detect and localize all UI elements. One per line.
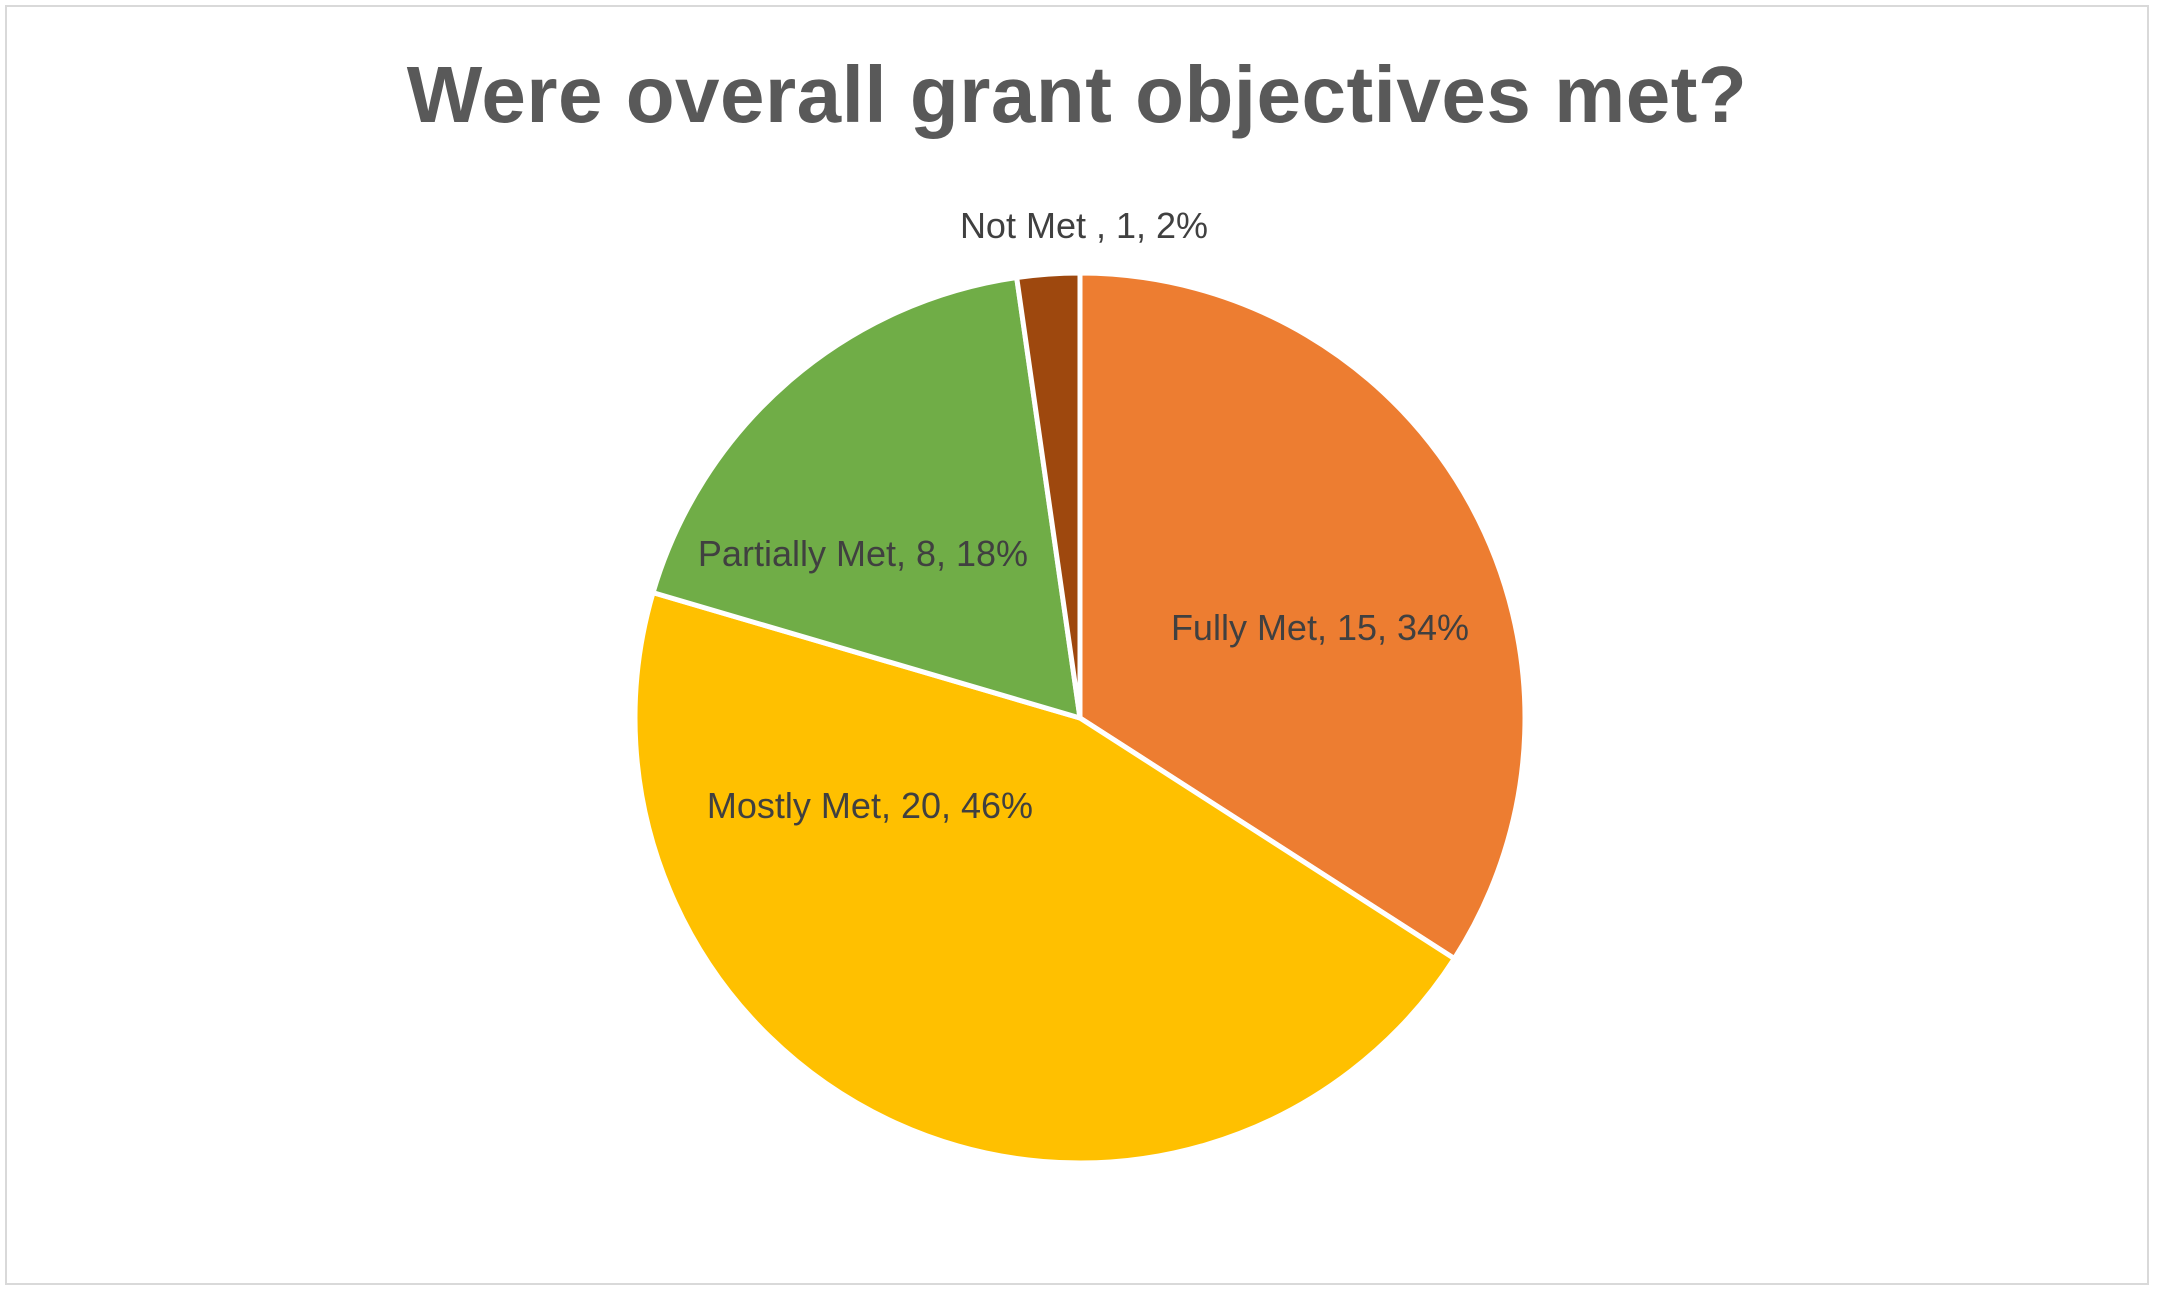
- pie-data-labels: Fully Met, 15, 34% Mostly Met, 20, 46% Par…: [698, 205, 1469, 826]
- chart-title: Were overall grant objectives met?: [406, 50, 1748, 139]
- slice-partially-met: [650, 275, 1083, 721]
- slice-not-met: [1014, 270, 1083, 721]
- label-not-met: Not Met , 1, 2%: [960, 205, 1208, 246]
- label-partially-met: Partially Met, 8, 18%: [698, 533, 1028, 574]
- pie-slices: [632, 270, 1528, 1166]
- slice-mostly-met: [632, 590, 1457, 1166]
- label-mostly-met: Mostly Met, 20, 46%: [707, 785, 1033, 826]
- label-fully-met: Fully Met, 15, 34%: [1171, 607, 1469, 648]
